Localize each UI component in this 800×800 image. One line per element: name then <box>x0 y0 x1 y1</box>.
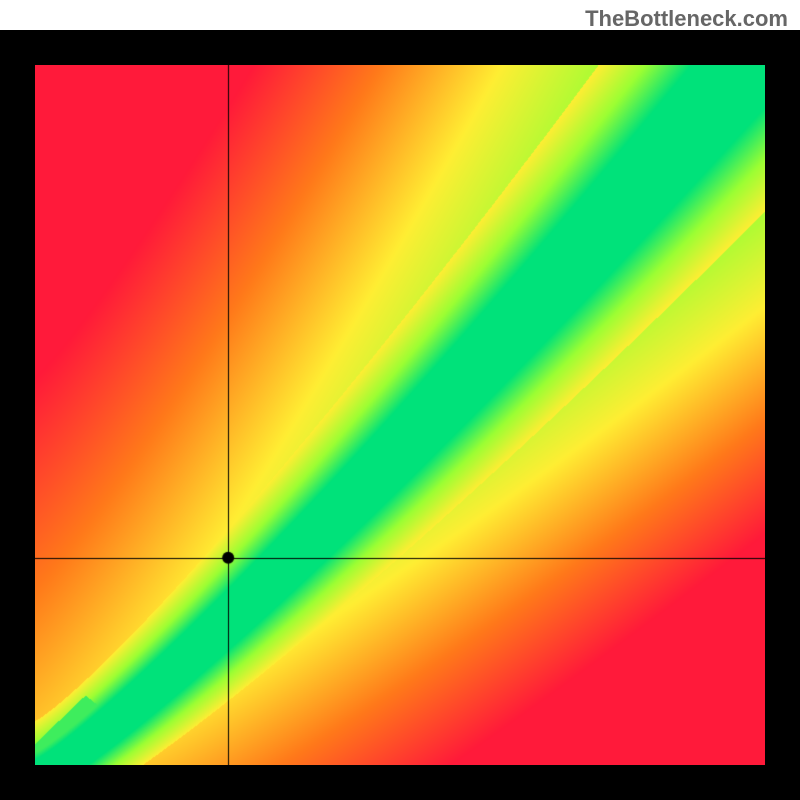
heatmap-canvas <box>35 65 765 765</box>
chart-container: TheBottleneck.com <box>0 0 800 800</box>
watermark-text: TheBottleneck.com <box>585 6 788 32</box>
